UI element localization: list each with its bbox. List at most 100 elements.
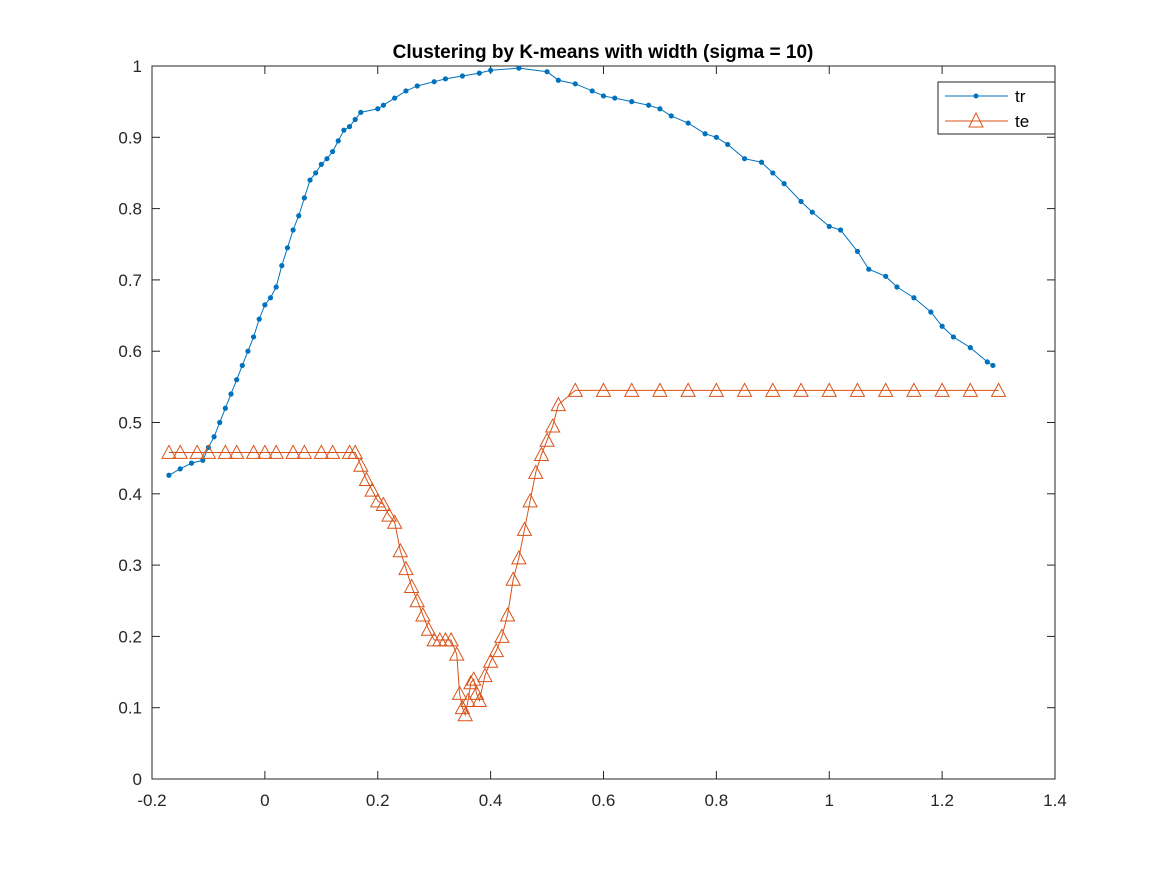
data-point [623, 382, 640, 397]
data-point [849, 382, 866, 397]
data-point [544, 418, 561, 433]
series-te [161, 382, 1007, 722]
data-point [217, 444, 234, 459]
data-point [414, 83, 420, 89]
data-point [533, 446, 550, 462]
data-point [555, 77, 561, 83]
data-point [358, 471, 375, 486]
data-point [984, 359, 990, 365]
data-point [352, 457, 369, 472]
data-point [612, 95, 618, 101]
data-point [222, 405, 228, 411]
data-point [589, 88, 595, 94]
data-point [866, 266, 872, 272]
data-point [567, 382, 584, 397]
data-point [257, 444, 273, 459]
data-point [324, 444, 341, 459]
data-point [392, 95, 398, 101]
data-point [657, 106, 663, 112]
data-point [741, 156, 748, 162]
y-tick-label: 1 [133, 57, 142, 76]
data-point [313, 170, 319, 176]
data-point [539, 432, 555, 447]
data-point [459, 73, 466, 79]
data-point [200, 457, 206, 463]
data-point [770, 170, 776, 176]
data-point [505, 571, 522, 586]
y-tick-label: 0.7 [118, 271, 142, 290]
data-point [821, 382, 838, 397]
data-point [392, 542, 409, 558]
data-point [527, 464, 544, 479]
y-tick-label: 0.4 [118, 485, 142, 504]
data-point [990, 362, 996, 369]
data-point [234, 377, 240, 383]
data-point [448, 646, 465, 661]
x-tick-label: 0 [260, 791, 269, 810]
data-point [680, 382, 696, 397]
data-point [516, 65, 522, 71]
data-point [166, 472, 172, 478]
data-point [494, 628, 510, 643]
data-point [962, 382, 979, 397]
data-point [798, 198, 804, 205]
x-tick-label: 0.4 [479, 791, 503, 810]
data-point [934, 382, 950, 397]
data-point [883, 273, 889, 279]
data-point [826, 223, 832, 230]
data-point [894, 284, 900, 290]
data-point [511, 549, 527, 565]
data-point [460, 692, 476, 708]
y-tick-label: 0.9 [118, 128, 142, 147]
data-point [284, 245, 291, 251]
data-point [499, 606, 516, 622]
data-point [358, 109, 364, 115]
data-point [161, 444, 177, 459]
data-point [217, 419, 223, 426]
data-point [256, 316, 262, 322]
plot-area [151, 65, 1056, 780]
data-point [764, 382, 781, 397]
data-point [809, 209, 815, 215]
x-tick-label: 1 [825, 791, 834, 810]
legend-label-te: te [1015, 112, 1029, 131]
data-point [482, 653, 499, 668]
data-point [522, 492, 538, 508]
data-point [250, 334, 257, 340]
x-tick-label: 0.6 [592, 791, 616, 810]
data-point [685, 120, 691, 126]
data-point [431, 79, 437, 85]
data-point [837, 227, 844, 233]
y-tick-label: 0.3 [118, 556, 142, 575]
data-point [352, 116, 358, 123]
data-point [267, 295, 274, 301]
data-point [398, 560, 414, 576]
x-tick-label: 1.4 [1043, 791, 1067, 810]
y-tick-label: 0.1 [118, 699, 142, 718]
data-point [420, 621, 437, 636]
data-point [477, 667, 493, 683]
data-point [381, 507, 397, 522]
data-point [346, 124, 353, 130]
data-point [285, 444, 301, 459]
data-point [301, 195, 307, 201]
axis-ticks: -0.2 0 0.2 0.4 0.6 0.8 1 1.2 1.4 0 0.1 0.2 0.3 0.4 0.5… [118, 57, 1066, 810]
data-point [245, 444, 262, 459]
data-point [646, 102, 652, 108]
data-point [172, 444, 189, 459]
data-point [713, 134, 719, 140]
data-point [939, 323, 945, 329]
data-point [488, 67, 494, 73]
series-tr [166, 65, 996, 478]
legend: tr te [937, 81, 1056, 135]
data-point [595, 382, 612, 397]
data-point [296, 213, 302, 219]
data-point [877, 382, 894, 397]
x-tick-label: -0.2 [137, 791, 166, 810]
data-point [668, 113, 674, 119]
data-point [488, 642, 505, 658]
data-point [550, 396, 567, 412]
legend-box [937, 81, 1056, 135]
x-tick-label: 1.2 [930, 791, 954, 810]
